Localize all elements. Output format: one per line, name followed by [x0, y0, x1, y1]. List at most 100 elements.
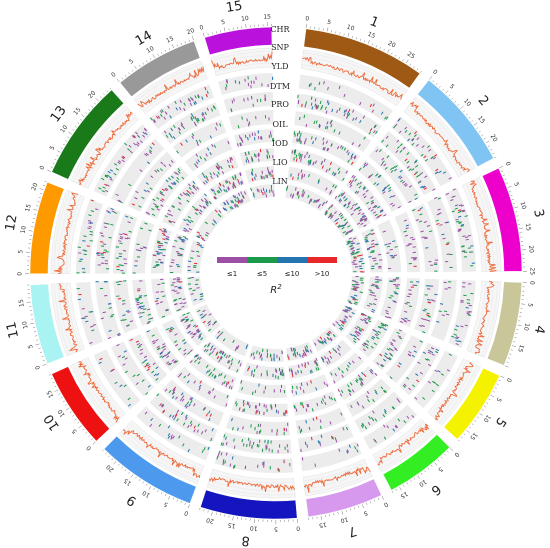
marker-association: [165, 328, 170, 331]
marker-association: [298, 130, 301, 134]
marker-association: [351, 360, 355, 364]
marker-association: [215, 127, 218, 131]
tick-label: 15: [18, 299, 26, 308]
marker-association: [342, 427, 345, 431]
marker-association: [144, 222, 148, 225]
marker-association: [303, 174, 306, 178]
marker-association: [172, 435, 175, 439]
marker-association: [244, 151, 247, 156]
marker-association: [170, 175, 174, 179]
marker-association: [442, 171, 447, 174]
marker-association: [131, 203, 136, 206]
tick-mark: [429, 76, 433, 80]
tick-label: 15: [516, 344, 525, 354]
marker-association: [231, 379, 234, 383]
marker-association: [362, 187, 366, 191]
marker-association: [329, 421, 332, 425]
marker-association: [359, 181, 363, 185]
marker-association: [136, 343, 140, 346]
marker-association: [332, 184, 335, 188]
marker-association: [342, 224, 347, 227]
marker-association: [204, 234, 209, 237]
marker-association: [347, 384, 350, 388]
marker-association: [213, 221, 217, 224]
marker-association: [343, 198, 347, 202]
marker-association: [204, 193, 207, 197]
marker-association: [334, 195, 338, 199]
marker-association: [250, 187, 253, 192]
marker-association: [322, 146, 325, 151]
marker-association: [424, 175, 428, 178]
marker-association: [438, 170, 442, 174]
marker-association: [354, 190, 358, 194]
tick-label: 10: [21, 320, 29, 329]
marker-association: [362, 115, 366, 119]
marker-association: [231, 164, 234, 169]
marker-association: [417, 361, 421, 365]
marker-association: [201, 238, 206, 242]
trait-track-bg: [239, 148, 275, 166]
marker-association: [215, 122, 218, 126]
marker-association: [406, 376, 410, 380]
marker-association: [349, 182, 353, 186]
marker-association: [408, 350, 412, 354]
marker-association: [426, 358, 430, 361]
tick-label: 5: [448, 83, 456, 91]
marker-association: [157, 115, 161, 119]
marker-association: [383, 163, 387, 167]
marker-association: [159, 110, 163, 114]
marker-association: [173, 416, 176, 421]
marker-association: [467, 234, 471, 237]
marker-association: [360, 313, 365, 316]
marker-association: [348, 180, 352, 184]
tick-mark: [52, 162, 55, 164]
marker-association: [110, 223, 114, 226]
marker-association: [209, 172, 212, 176]
marker-association: [385, 356, 389, 360]
marker-association: [386, 425, 390, 429]
marker-association: [214, 209, 218, 213]
marker-association: [159, 113, 163, 118]
tick-mark: [409, 63, 412, 66]
tick-mark: [85, 112, 88, 114]
marker-association: [193, 332, 197, 336]
marker-association: [328, 396, 331, 400]
marker-association: [177, 197, 181, 200]
marker-association: [419, 207, 424, 210]
marker-association: [327, 86, 329, 91]
tick-mark: [420, 472, 423, 475]
tick-label: 15: [227, 521, 236, 529]
marker-association: [115, 246, 120, 248]
marker-association: [345, 232, 349, 236]
marker-association: [424, 158, 429, 162]
marker-association: [338, 212, 342, 216]
marker-association: [134, 297, 139, 300]
marker-association: [202, 309, 206, 313]
marker-association: [95, 208, 99, 211]
tick-mark: [207, 510, 209, 513]
marker-association: [191, 205, 196, 209]
marker-association: [334, 172, 337, 176]
tick-mark: [121, 77, 123, 80]
trait-track-bg: [144, 165, 189, 220]
tick-mark: [448, 94, 451, 97]
marker-association: [320, 356, 324, 361]
tick-mark: [101, 449, 104, 452]
marker-association: [255, 154, 257, 158]
marker-association: [399, 149, 403, 153]
marker-association: [362, 193, 366, 196]
tick-label: 5: [17, 249, 24, 254]
marker-association: [377, 205, 381, 209]
marker-association: [196, 117, 200, 122]
marker-association: [220, 442, 223, 446]
marker-association: [365, 201, 370, 205]
marker-association: [253, 194, 255, 198]
marker-association: [197, 330, 201, 334]
tick-mark: [509, 190, 512, 192]
marker-association: [173, 171, 177, 175]
marker-association: [250, 424, 252, 428]
marker-association: [331, 171, 335, 175]
marker-association: [420, 185, 424, 189]
marker-association: [409, 236, 414, 239]
marker-association: [293, 157, 295, 161]
